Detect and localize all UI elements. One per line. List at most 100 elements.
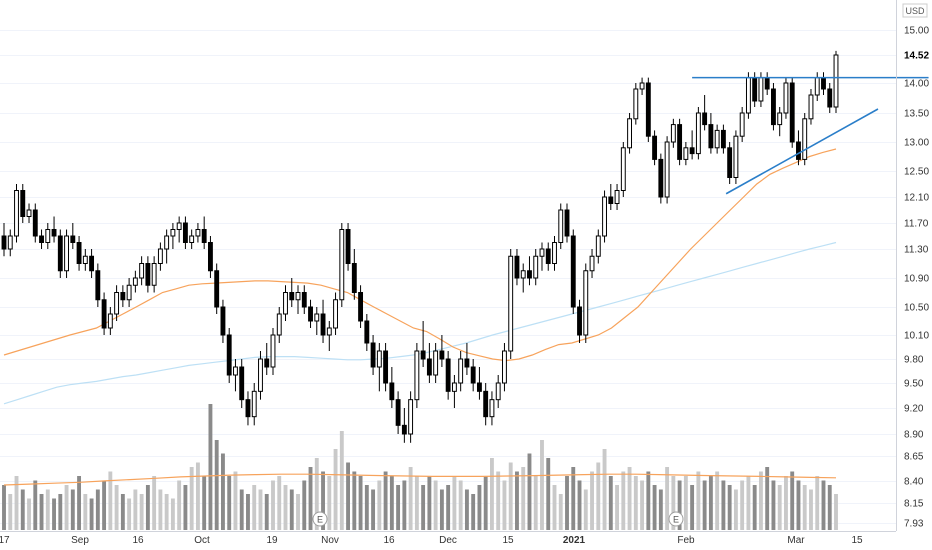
- volume-bar: [752, 485, 757, 530]
- price-tick-label: 11.30: [904, 245, 929, 256]
- currency-label: USD: [905, 6, 925, 16]
- candle: [170, 223, 176, 249]
- candle-body: [627, 118, 633, 149]
- candle-body: [358, 292, 364, 322]
- earnings-event-marker[interactable]: E: [312, 511, 328, 527]
- candle: [764, 72, 770, 95]
- candle: [539, 242, 545, 271]
- candle: [182, 216, 188, 249]
- candle-body: [777, 112, 783, 126]
- price-tick-label: 15.00: [904, 26, 929, 37]
- volume-ma-line: [3, 473, 837, 486]
- candle-body: [258, 358, 263, 392]
- candle-body: [583, 270, 589, 336]
- time-tick-label: 15: [851, 535, 863, 546]
- event-marker-label: E: [317, 515, 323, 525]
- candle: [258, 351, 263, 400]
- volume-bar: [583, 489, 588, 530]
- volume-bar: [790, 471, 795, 530]
- candle: [45, 223, 51, 249]
- volume-bar: [596, 462, 601, 530]
- volume-bar: [221, 453, 225, 530]
- candle: [720, 124, 726, 154]
- candle-body: [39, 235, 44, 243]
- candle: [608, 184, 614, 210]
- volume-bar: [214, 440, 219, 530]
- volume-bar: [477, 485, 482, 530]
- volume-bar: [314, 458, 319, 530]
- volume-bar: [77, 476, 82, 530]
- candle-body: [677, 124, 683, 160]
- time-tick-label: 15: [502, 535, 514, 546]
- candle-body: [639, 82, 645, 90]
- candle: [101, 292, 107, 335]
- volume-bar: [496, 471, 501, 530]
- time-axis[interactable]: 17 Sep 16 Oct 19 Nov 16 Dec 15 2021 Feb Mar 15: [0, 535, 863, 546]
- volume-bar: [708, 476, 713, 530]
- volume-bars: [2, 404, 838, 530]
- candle-body: [495, 382, 501, 401]
- candle: [514, 249, 520, 286]
- candle-body: [739, 112, 745, 137]
- candle-body: [351, 263, 357, 293]
- volume-bar: [696, 471, 701, 530]
- candle: [545, 242, 551, 271]
- candle-body: [239, 366, 245, 401]
- volume-bar: [490, 458, 494, 530]
- candle-body: [608, 196, 614, 204]
- candle: [683, 142, 689, 166]
- volume-bar: [127, 498, 132, 530]
- volume-bar: [452, 476, 457, 530]
- candle: [345, 223, 351, 271]
- candle-body: [664, 141, 670, 198]
- candle-body: [308, 306, 313, 322]
- candle-body: [164, 235, 170, 250]
- candle: [645, 77, 651, 142]
- volume-bar: [120, 494, 125, 530]
- candle: [620, 142, 626, 197]
- candle: [264, 343, 270, 375]
- candle-body: [483, 390, 489, 418]
- time-tick-label: Sep: [71, 535, 89, 546]
- volume-bar: [765, 467, 770, 530]
- candle: [289, 278, 295, 307]
- volume-bar: [533, 476, 538, 530]
- candle: [26, 203, 32, 223]
- price-axis[interactable]: 15.00 14.52 14.00 13.50 13.00 12.50 12.10 11.70…: [904, 26, 929, 530]
- candle: [145, 256, 151, 293]
- volume-bar: [139, 494, 144, 530]
- volume-bar: [114, 485, 119, 530]
- candle: [339, 223, 345, 307]
- candle-body: [401, 424, 407, 435]
- candle-body: [276, 313, 282, 336]
- candle: [82, 249, 88, 271]
- volume-bar: [414, 476, 419, 530]
- candle-body: [727, 147, 733, 179]
- candle: [458, 351, 464, 392]
- earnings-event-marker[interactable]: E: [668, 511, 684, 527]
- price-tick-label: 9.80: [904, 355, 924, 366]
- candle: [614, 184, 620, 210]
- price-tick-label: 8.15: [904, 499, 924, 510]
- volume-bar: [39, 494, 44, 530]
- candle-body: [264, 358, 270, 368]
- candle-body: [70, 235, 76, 243]
- candle: [564, 203, 570, 243]
- volume-bar: [615, 485, 619, 530]
- volume-bar: [64, 485, 69, 530]
- volume-bar: [308, 467, 313, 530]
- candle: [745, 72, 751, 119]
- candle-body: [139, 263, 145, 279]
- candle-body: [151, 263, 157, 286]
- volume-bar: [296, 494, 300, 530]
- volume-bar: [145, 485, 150, 530]
- candle-body: [558, 209, 564, 243]
- time-tick-label: 16: [132, 535, 144, 546]
- candle-body: [376, 350, 382, 368]
- candle: [739, 107, 745, 142]
- candle-body: [508, 255, 514, 352]
- candle-body: [245, 399, 251, 418]
- candle-body: [101, 299, 107, 329]
- volume-bar: [571, 467, 576, 530]
- candle-body: [520, 270, 526, 279]
